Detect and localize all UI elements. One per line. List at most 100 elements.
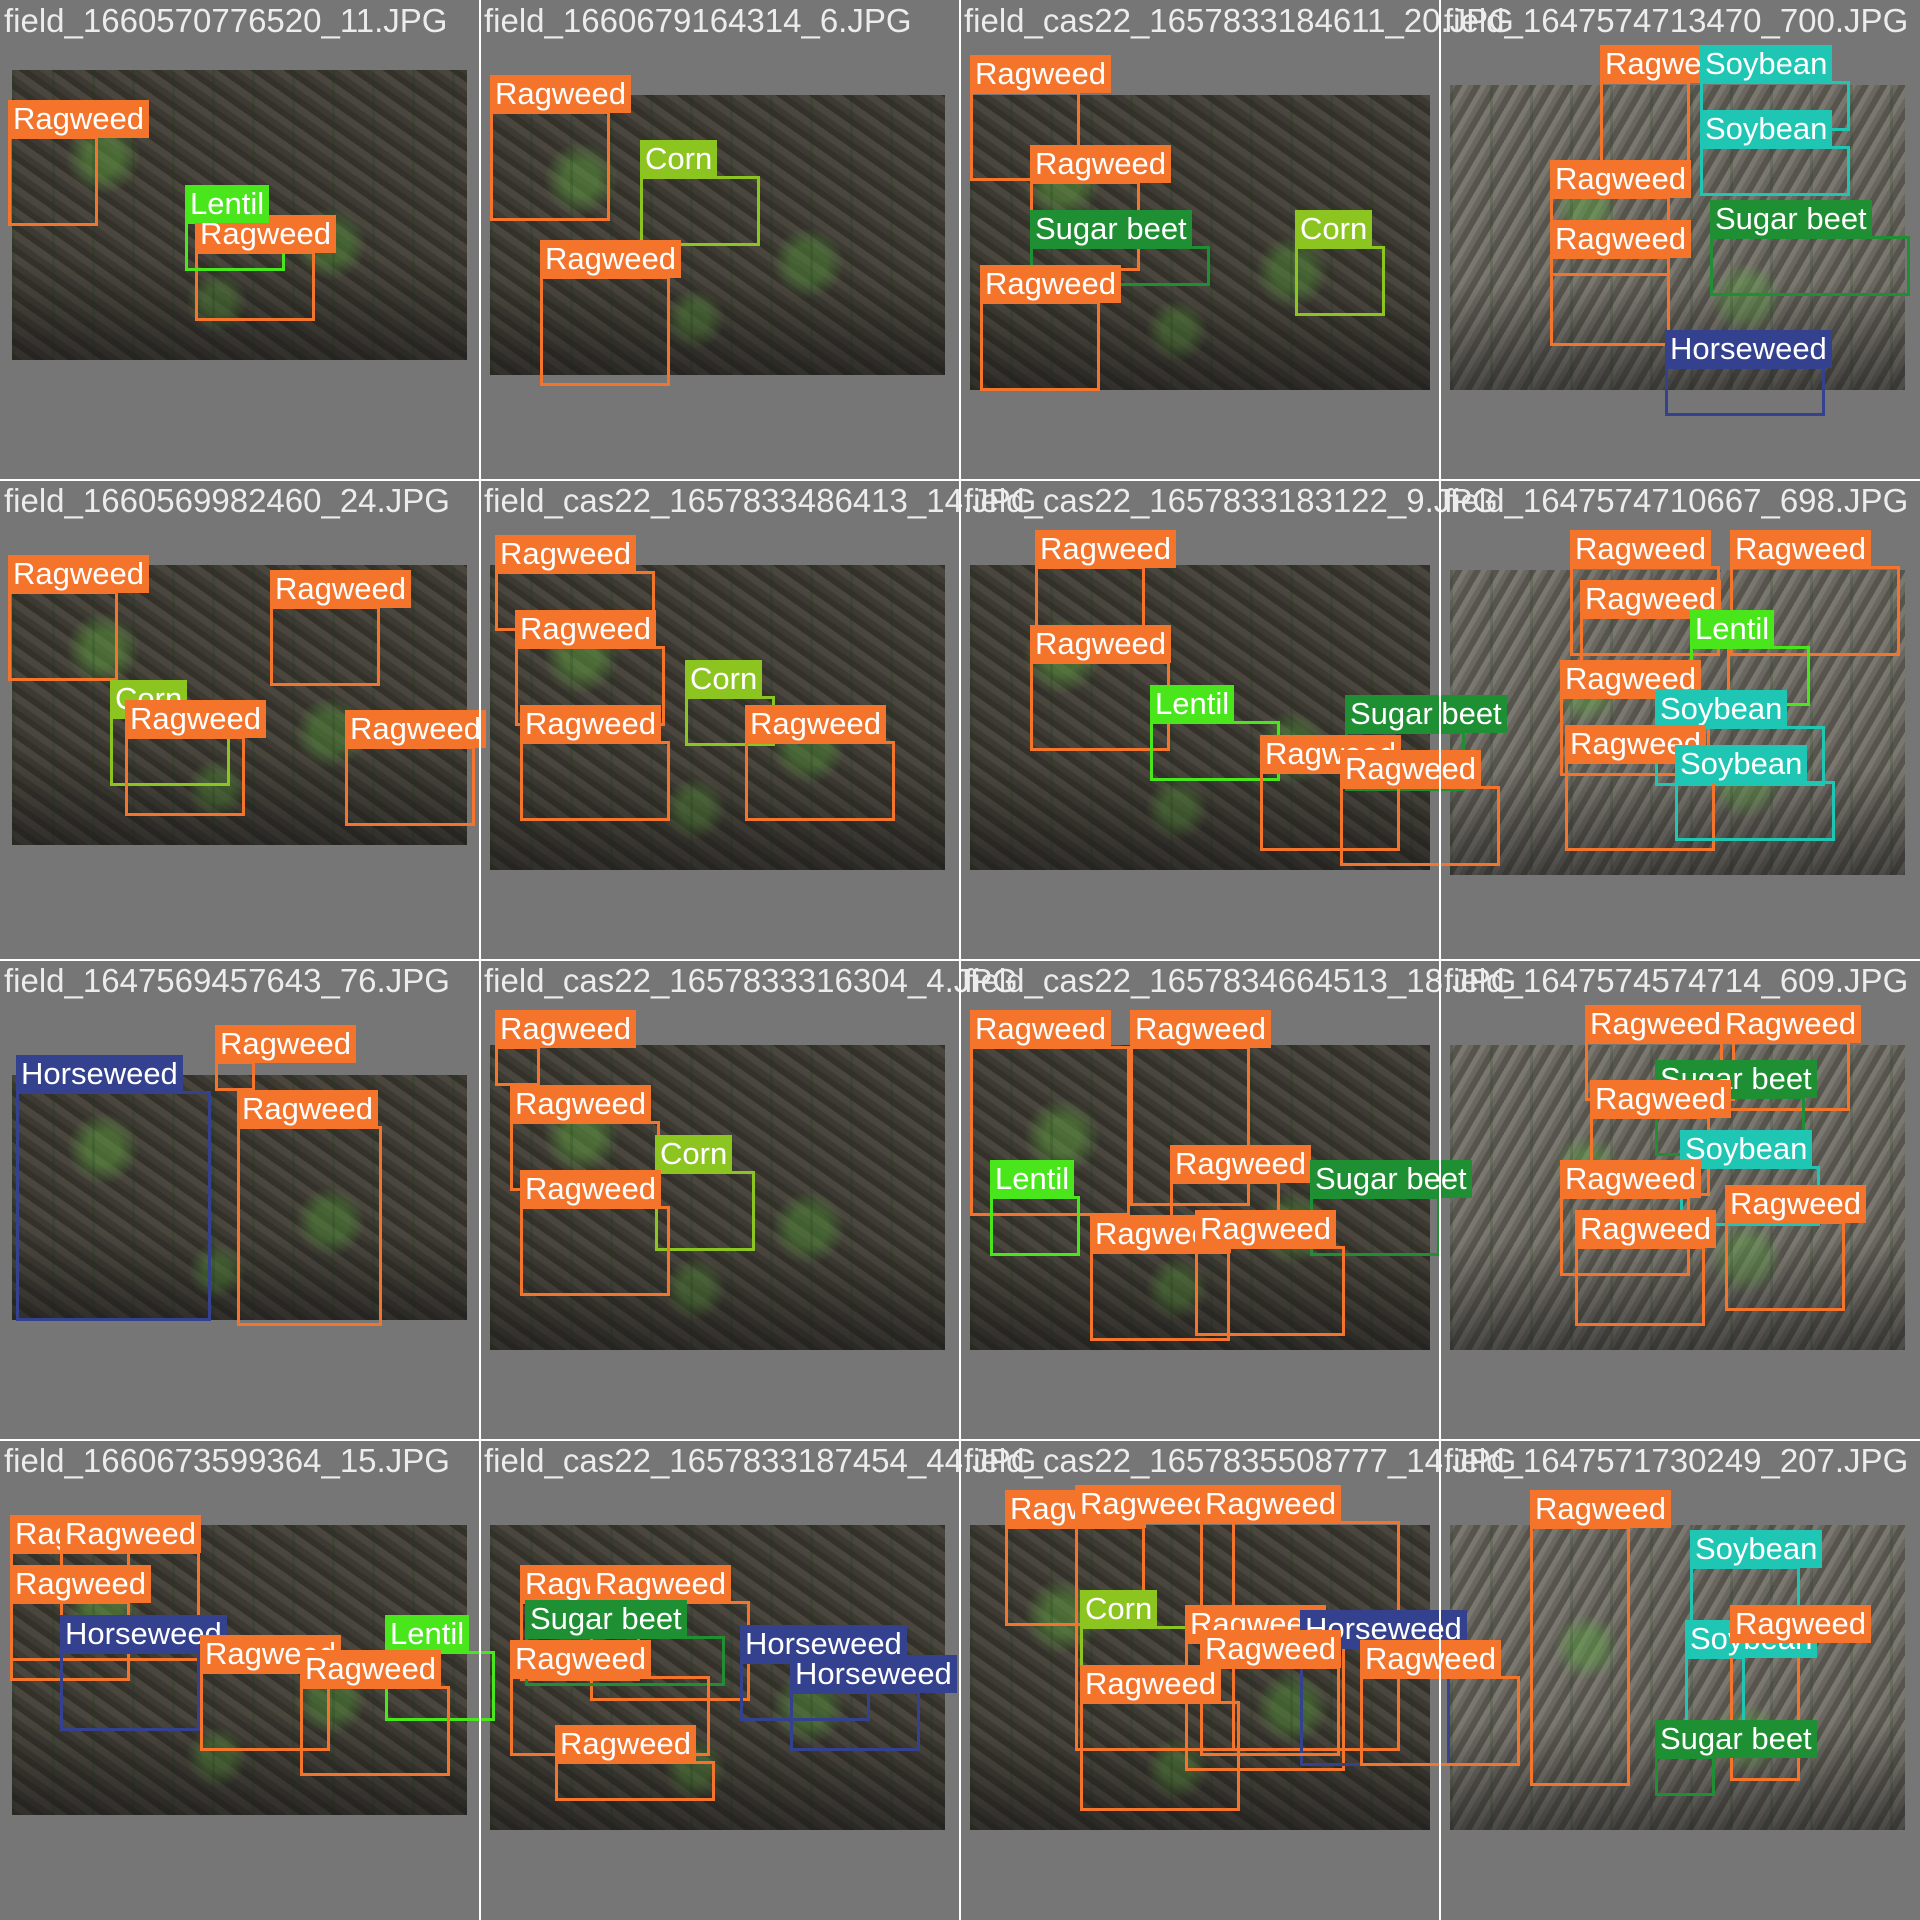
detection-label: Ragweed [1530,1490,1671,1528]
detection-box [640,176,760,246]
detection-box [1530,1526,1630,1786]
detection-label: Ragweed [520,705,661,743]
detection-box [1710,236,1910,296]
detection-label: Ragweed [1720,1005,1861,1043]
detection-box [1030,661,1170,751]
detection-box [520,1206,670,1296]
detection-box [1700,146,1850,196]
detection-label: Ragweed [270,570,411,608]
detection-box [490,111,610,221]
detection-label: Ragweed [555,1725,696,1763]
detection-box [300,1686,450,1776]
detection-box [1340,786,1500,866]
detection-label: Ragweed [1590,1080,1731,1118]
detection-label: Corn [1080,1590,1158,1628]
detection-label: Lentil [1690,610,1775,648]
detection-box [655,1171,755,1251]
detection-label: Corn [685,660,763,698]
detection-label: Ragweed [1200,1485,1341,1523]
tile-filename: field_1647569457643_76.JPG [4,962,450,999]
detection-label: Ragweed [1340,750,1481,788]
detection-label: Ragweed [510,1085,651,1123]
tile-filename: field_1647574574714_609.JPG [1444,962,1909,999]
detection-label: Ragweed [980,265,1121,303]
detection-box [1550,256,1670,346]
mosaic-tile: field_cas22_1657833183122_9.JPG Ragweed Ra… [960,480,1507,958]
detection-box [60,1651,200,1731]
detection-label: Ragweed [1570,530,1711,568]
detection-label: Ragweed [1360,1640,1501,1678]
detection-label: Sugar beet [1345,695,1507,733]
detection-label: Lentil [185,185,270,223]
mosaic-tile: field_1660569982460_24.JPG Ragweed Ragweed… [0,480,486,958]
detection-label: Ragweed [540,240,681,278]
detection-label: Lentil [385,1615,470,1653]
detection-label: Horseweed [60,1615,227,1653]
detection-label: Ragweed [1080,1665,1221,1703]
detection-label: Ragweed [1030,625,1171,663]
detection-label: Ragweed [510,1640,651,1678]
detection-label: Sugar beet [1310,1160,1472,1198]
detection-label: Sugar beet [1710,200,1872,238]
field-photo [490,95,945,375]
tile-filename: field_cas22_1657835508777_14.JPG [964,1442,1517,1479]
detection-box [345,746,475,826]
detection-box [1195,1246,1345,1336]
detection-label: Ragweed [520,1170,661,1208]
detection-label: Sugar beet [1655,1720,1817,1758]
mosaic-tile: field_1647574713470_700.JPG Ragweed Soybea… [1440,0,1918,478]
detection-box [745,741,895,821]
tile-filename: field_cas22_1657833486413_14.JPG [484,482,1037,519]
detection-label: Lentil [990,1160,1075,1198]
mosaic-tile: field_1660673599364_15.JPG Ragweed Ragweed… [0,1440,495,1918]
detection-label: Ragweed [1195,1210,1336,1248]
tile-filename: field_cas22_1657833187454_44.JPG [484,1442,1037,1479]
detection-label: Ragweed [490,75,631,113]
detection-label: Lentil [1150,685,1235,723]
detection-box [125,736,245,816]
detection-box [495,1046,540,1086]
detection-label: Ragweed [10,1565,151,1603]
detection-label: Ragweed [1730,1605,1871,1643]
detection-label: Soybean [1655,690,1788,728]
detection-label: Ragweed [8,100,149,138]
detection-label: Horseweed [1665,330,1832,368]
detection-label: Ragweed [1560,1160,1701,1198]
detection-label: Ragweed [1550,220,1691,258]
detection-label: Ragweed [1725,1185,1866,1223]
detection-label: Ragweed [1550,160,1691,198]
detection-box [1725,1221,1845,1311]
mosaic-tile: field_cas22_1657833486413_14.JPG Ragweed R… [480,480,1036,958]
detection-label: Horseweed [16,1055,183,1093]
detection-box [520,741,670,821]
mosaic-tile: field_1660570776520_11.JPG Ragweed Ragweed… [0,0,478,478]
detection-box [8,591,118,681]
detection-label: Ragweed [300,1650,441,1688]
detection-label: Ragweed [1730,530,1871,568]
detection-box [270,606,380,686]
detection-box [980,301,1100,391]
detection-label: Ragweed [1575,1210,1716,1248]
detection-box [1665,366,1825,416]
tile-filename: field_1660673599364_15.JPG [4,1442,450,1479]
mosaic-tile: field_cas22_1657833316304_4.JPG Ragweed Ra… [480,960,1018,1438]
detection-box [790,1691,920,1751]
detection-box [540,276,670,386]
detection-label: Ragweed [125,700,266,738]
detection-label: Ragweed [237,1090,378,1128]
detection-box [215,1061,255,1091]
grid-divider [0,1439,1920,1441]
tile-filename: field_cas22_1657833183122_9.JPG [964,482,1498,519]
detection-label: Soybean [1700,45,1833,83]
detection-label: Ragweed [970,1010,1111,1048]
mosaic-tile: field_cas22_1657833184611_20.JPG Ragweed R… [960,0,1514,478]
mosaic-tile: field_cas22_1657834664513_18.JPG Ragweed R… [960,960,1516,1438]
detection-label: Ragweed [1170,1145,1311,1183]
detection-label: Soybean [1700,110,1833,148]
detection-box [1730,1641,1800,1781]
detection-label: Corn [655,1135,733,1173]
detection-box [16,1091,211,1321]
tile-filename: field_cas22_1657833316304_4.JPG [484,962,1018,999]
tile-filename: field_1647574713470_700.JPG [1444,2,1909,39]
